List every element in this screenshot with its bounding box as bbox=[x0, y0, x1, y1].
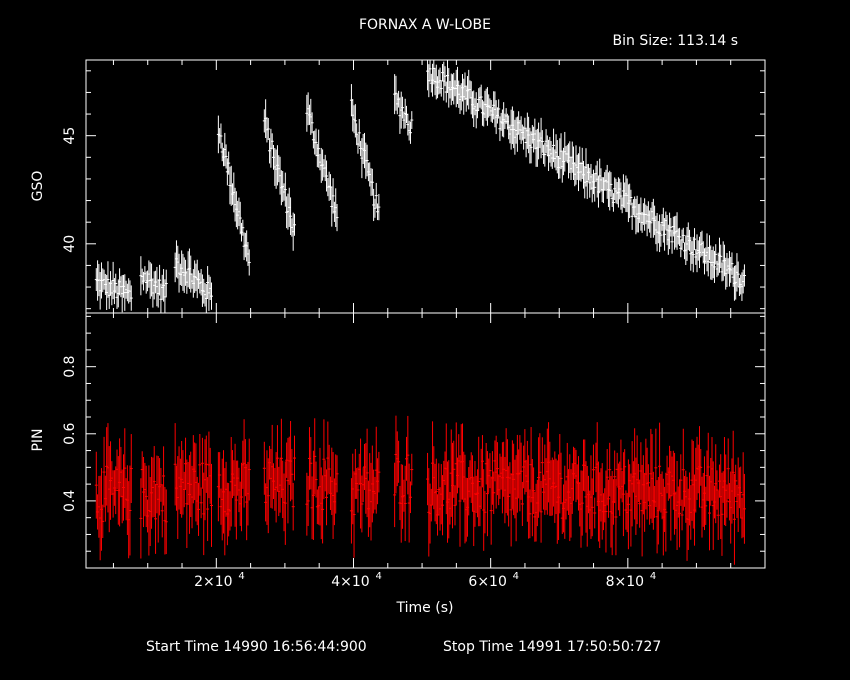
x-tick-label: 6×10 bbox=[468, 574, 506, 590]
gso-ticks: 40 45 bbox=[62, 60, 765, 313]
x-tick-label: 2×10 bbox=[194, 574, 232, 590]
start-time-label: Start Time 14990 16:56:44:900 bbox=[146, 639, 367, 655]
pin-data bbox=[94, 415, 746, 565]
pin-panel: 0.4 0.6 0.8 2×10 4 4×10 4 6×10 4 8×10 4 PIN bbox=[30, 312, 766, 590]
x-axis-label: Time (s) bbox=[396, 600, 454, 616]
x-tick-exponent: 4 bbox=[375, 571, 381, 582]
gso-panel: 40 45 GSO bbox=[30, 59, 766, 314]
x-tick-label: 4×10 bbox=[331, 574, 369, 590]
stop-time-label: Stop Time 14991 17:50:50:727 bbox=[443, 639, 661, 655]
x-tick-label: 8×10 bbox=[606, 574, 644, 590]
y-tick-label: 0.6 bbox=[62, 423, 78, 445]
chart-title: FORNAX A W-LOBE bbox=[359, 17, 491, 33]
x-tick-exponent: 4 bbox=[513, 571, 519, 582]
pin-ticks: 0.4 0.6 0.8 2×10 4 4×10 4 6×10 4 8×10 4 bbox=[62, 313, 765, 590]
gso-data bbox=[94, 60, 746, 313]
x-tick-exponent: 4 bbox=[238, 571, 244, 582]
pin-frame bbox=[85, 312, 766, 569]
y-tick-label: 0.8 bbox=[62, 356, 78, 378]
pin-axis-label: PIN bbox=[30, 428, 46, 451]
x-tick-exponent: 4 bbox=[650, 571, 656, 582]
y-tick-label: 0.4 bbox=[62, 490, 78, 512]
bin-size-label: Bin Size: 113.14 s bbox=[613, 33, 738, 49]
y-tick-label: 45 bbox=[62, 127, 78, 145]
gso-axis-label: GSO bbox=[30, 171, 46, 202]
y-tick-label: 40 bbox=[62, 235, 78, 253]
